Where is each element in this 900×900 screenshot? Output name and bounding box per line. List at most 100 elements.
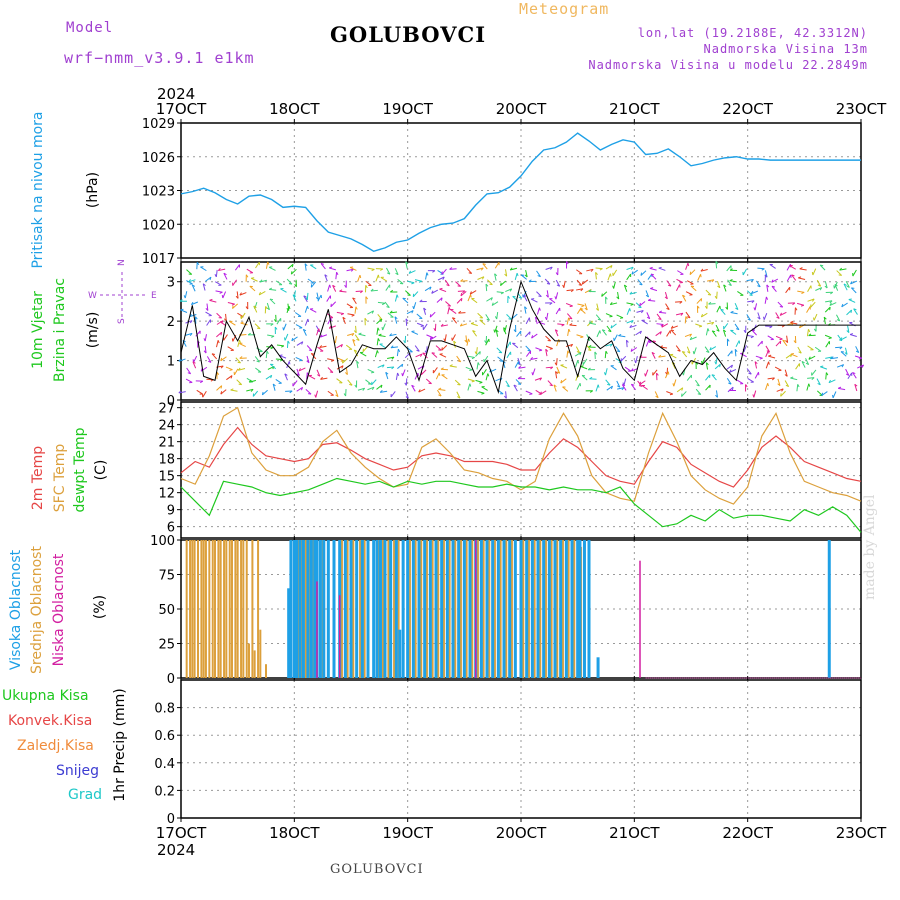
- wind-barb: [491, 301, 499, 306]
- wind-barb: [636, 310, 644, 313]
- cloud-bar-mid: [208, 540, 211, 678]
- wind-barb: [239, 292, 247, 296]
- wind-barb-head: [692, 351, 695, 355]
- wind-barb: [847, 325, 850, 333]
- y-tick-label: 1026: [142, 151, 175, 166]
- wind-barb: [807, 345, 814, 351]
- wind-barb-head: [404, 382, 407, 386]
- wind-barb: [525, 317, 530, 325]
- wind-barb: [656, 313, 662, 320]
- wind-barb: [283, 323, 287, 331]
- wind-barb-head: [612, 285, 615, 289]
- wind-barb-head: [655, 395, 659, 399]
- wind-barb: [385, 372, 389, 380]
- cloud-bar-mid: [573, 540, 576, 678]
- wind-barb-head: [656, 372, 659, 376]
- wind-barb: [810, 301, 816, 308]
- compass-e-label: E: [151, 291, 157, 301]
- wind-barb-head: [753, 307, 756, 311]
- wind-barb-head: [394, 316, 398, 320]
- wind-barb: [567, 328, 570, 337]
- wind-barb-head: [426, 272, 429, 276]
- cloud-bar-high: [298, 540, 302, 678]
- wind-barb: [736, 379, 744, 385]
- wind-barb-head: [658, 310, 663, 313]
- wind-barb-head: [253, 305, 257, 309]
- y-tick-label: 0: [167, 672, 175, 687]
- wind-barb: [701, 312, 708, 318]
- cloud-bar-high: [401, 540, 405, 678]
- wind-barb: [623, 378, 627, 386]
- wind-barb: [222, 291, 227, 299]
- wind-barb-head: [380, 268, 384, 271]
- wind-barb-head: [680, 312, 684, 316]
- wind-barb: [854, 384, 858, 392]
- wind-barb-head: [658, 354, 662, 358]
- wind-barb-head: [403, 340, 406, 344]
- wind-barb: [764, 296, 767, 304]
- wind-barb-head: [584, 307, 588, 311]
- wind-barb-head: [631, 320, 634, 324]
- wind-barb: [272, 383, 276, 391]
- wind-barb: [295, 324, 303, 329]
- cloud-bar-high: [378, 540, 382, 678]
- wind-barb-head: [594, 351, 598, 355]
- wind-barb-head: [731, 364, 733, 369]
- wind-barb: [740, 352, 747, 358]
- wind-barb: [414, 372, 419, 380]
- date-label-top: 17OCT: [156, 100, 207, 118]
- wind-barb: [444, 279, 450, 287]
- wind-barb-head: [681, 387, 684, 391]
- wind-barb-head: [685, 316, 688, 320]
- wind-barb: [469, 290, 477, 295]
- y-tick-label: 1029: [142, 117, 175, 132]
- wind-barb: [216, 385, 223, 391]
- wind-barb-head: [245, 306, 249, 310]
- wind-barb-head: [429, 314, 432, 318]
- wind-barb: [306, 372, 308, 380]
- wind-barb: [612, 269, 618, 277]
- wind-barb: [774, 366, 782, 371]
- wind-barb: [607, 273, 611, 281]
- wind-barb-head: [566, 261, 569, 265]
- wind-barb: [298, 367, 306, 372]
- wind-barb: [555, 292, 559, 300]
- wind-barb: [747, 300, 755, 303]
- wind-barb-head: [658, 266, 662, 269]
- wind-barb: [336, 365, 344, 370]
- cloud-bar-high: [434, 540, 438, 678]
- wind-barb: [658, 267, 666, 271]
- y-tick-label: 1020: [142, 218, 175, 233]
- wind-barb-head: [549, 384, 553, 387]
- wind-barb: [729, 280, 737, 283]
- date-label-top: 23OCT: [836, 100, 887, 118]
- wind-barb-head: [391, 356, 395, 360]
- wind-barb: [726, 364, 733, 370]
- wind-barb-head: [378, 333, 382, 336]
- wind-barb-head: [616, 350, 620, 353]
- wind-barb: [216, 312, 223, 319]
- cloud-bar-mid: [231, 540, 233, 678]
- wind-barb-head: [581, 305, 585, 308]
- wind-barb-head: [795, 307, 798, 311]
- wind-barb: [555, 279, 561, 287]
- wind-barb: [494, 273, 497, 281]
- wind-barb-head: [750, 290, 754, 294]
- wind-barb: [358, 333, 366, 337]
- wind-barb: [682, 295, 687, 302]
- wind-barb: [771, 285, 777, 293]
- wind-barb: [777, 301, 784, 308]
- wind-barb-head: [714, 295, 718, 299]
- wind-barb: [605, 379, 611, 386]
- wind-barb: [500, 280, 507, 286]
- wind-barb-head: [265, 306, 268, 310]
- wind-barb-head: [365, 296, 369, 300]
- wind-barb: [216, 331, 222, 338]
- cloud-bar-high: [576, 540, 580, 678]
- wind-barb-head: [509, 288, 513, 292]
- cloud-bar-mid: [527, 540, 530, 678]
- wind-barb: [405, 290, 411, 296]
- wind-barb-head: [389, 333, 393, 337]
- cloud-bar-mid: [408, 540, 411, 678]
- wind-barb: [784, 380, 790, 387]
